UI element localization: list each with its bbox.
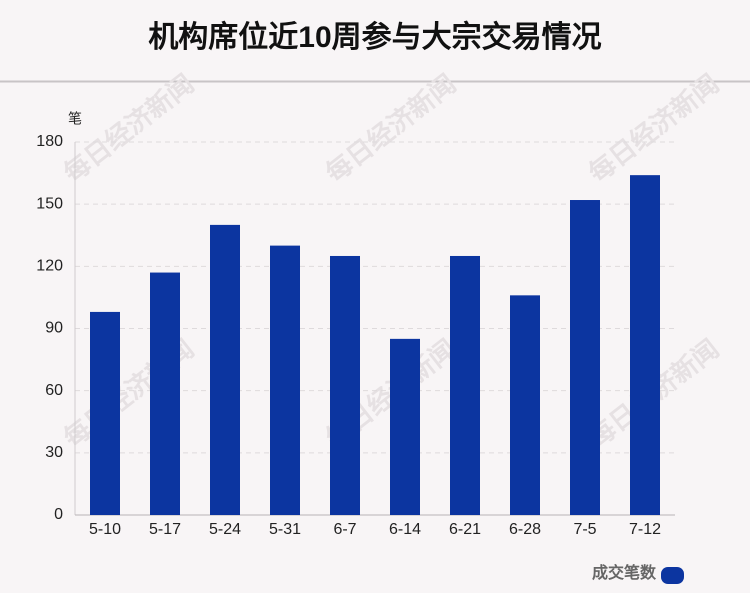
x-tick-label: 7-5 [573,521,596,538]
y-tick-label: 150 [36,195,63,212]
bar [630,175,660,515]
legend-swatch [661,567,684,584]
x-tick-label: 6-7 [333,521,356,538]
chart-title: 机构席位近10周参与大宗交易情况 [148,20,601,54]
x-tick-label: 5-17 [149,521,181,538]
y-unit: 笔 [68,111,82,127]
x-tick-label: 5-24 [209,521,241,538]
y-tick-label: 90 [45,320,63,337]
x-tick-label: 5-31 [269,521,301,538]
bar [270,245,300,515]
x-tick-label: 5-10 [89,521,121,538]
x-tick-label: 6-21 [449,521,481,538]
bar [330,255,360,515]
bar [150,272,180,515]
bar [390,338,420,515]
bar [210,224,240,515]
y-tick-label: 120 [36,258,63,275]
bar [570,200,600,515]
x-tick-label: 6-28 [509,521,541,538]
y-tick-label: 30 [45,444,63,461]
y-tick-label: 0 [54,506,63,523]
y-tick-label: 180 [36,133,63,150]
x-tick-label: 6-14 [389,521,421,538]
y-tick-label: 60 [45,382,63,399]
bar [510,295,540,515]
bar [450,255,480,515]
bar [90,311,120,515]
legend-label: 成交笔数 [592,563,657,582]
x-tick-label: 7-12 [629,521,661,538]
